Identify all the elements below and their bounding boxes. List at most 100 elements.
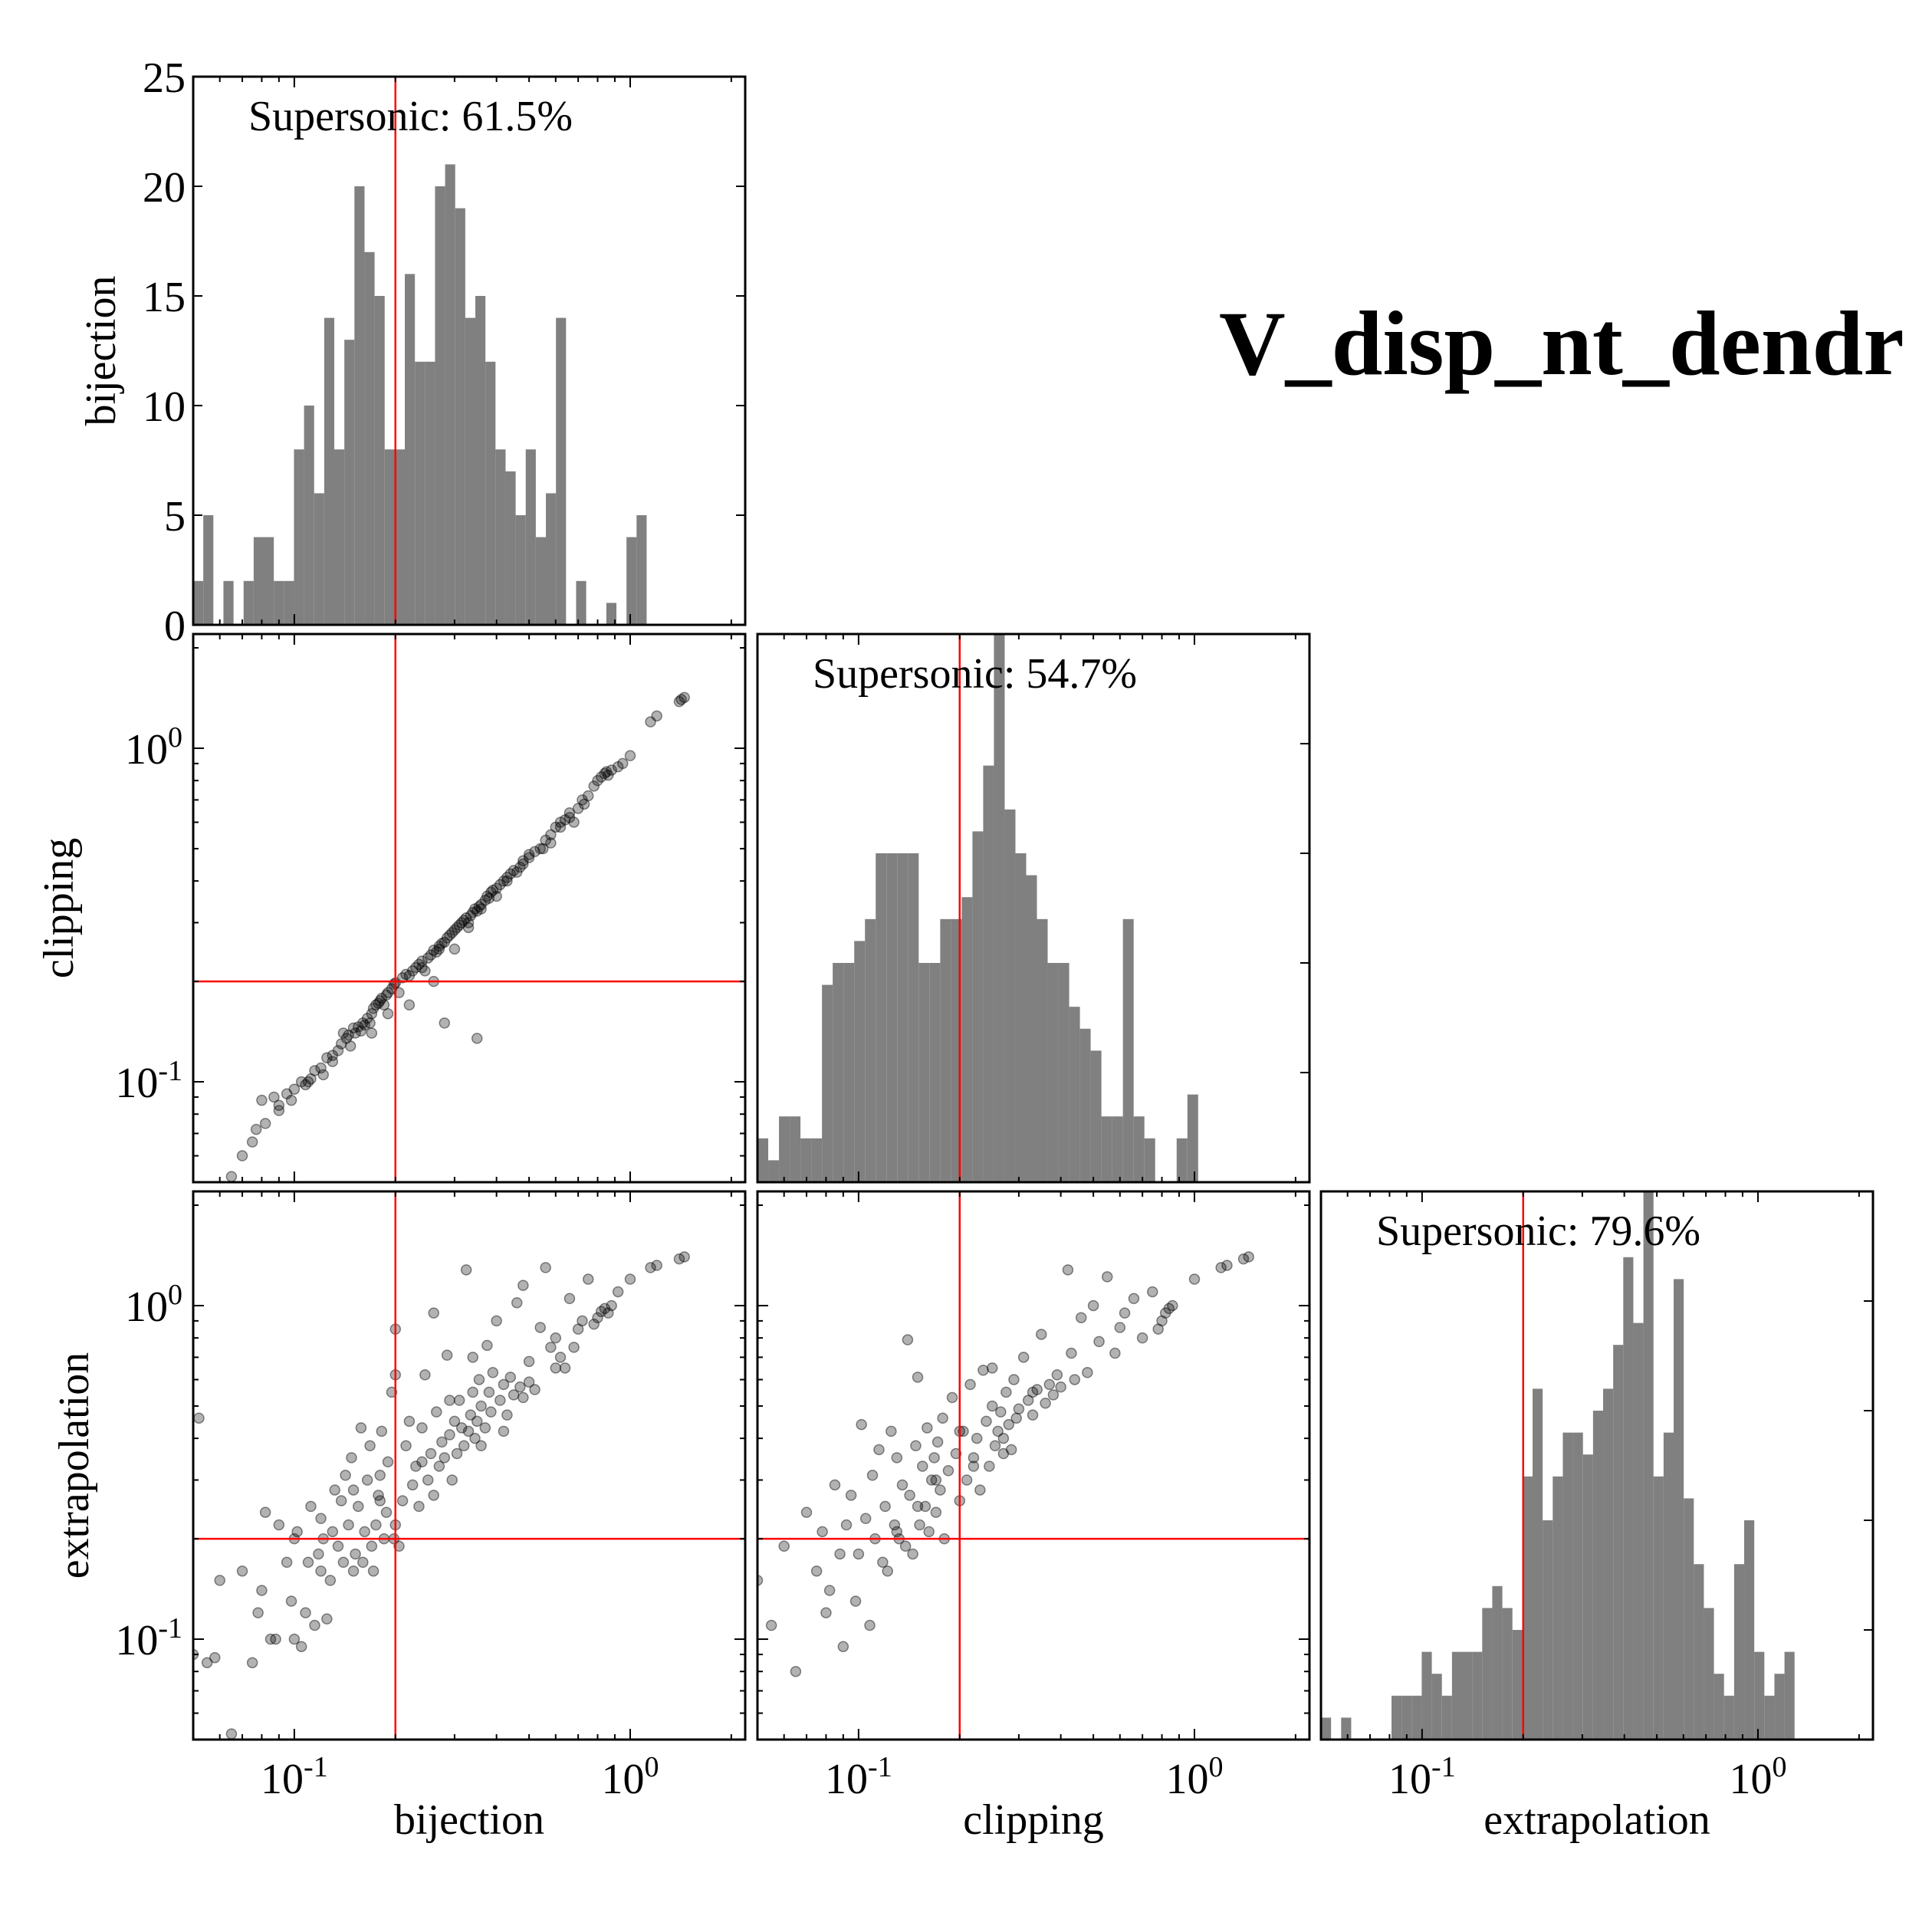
histogram-bar <box>1112 1116 1123 1182</box>
scatter-point <box>914 1519 925 1531</box>
scatter-point <box>475 1440 487 1452</box>
scatter-point <box>446 1474 458 1486</box>
scatter-point <box>930 1474 942 1486</box>
scatter-point <box>1003 1418 1015 1431</box>
scatter-point <box>201 1657 213 1668</box>
scatter-point <box>380 1506 393 1518</box>
scatter-point <box>1031 1384 1043 1395</box>
scatter-point <box>866 1470 879 1481</box>
histogram-bar <box>790 1116 801 1182</box>
scatter-point <box>910 1440 922 1452</box>
scatter-point <box>572 803 584 814</box>
scatter-point <box>1013 1403 1025 1415</box>
y-axis-label-clipping: clipping <box>35 838 83 979</box>
scatter-point <box>370 1519 382 1531</box>
scatter-point <box>958 1425 969 1438</box>
scatter-point <box>382 1456 394 1468</box>
histogram-bar <box>1133 1116 1145 1182</box>
scatter-point <box>501 1409 513 1421</box>
scatter-point <box>465 909 477 922</box>
scatter-point <box>264 1633 277 1645</box>
scatter-point <box>458 915 470 926</box>
scatter-point <box>810 1565 823 1577</box>
scatter-point <box>373 997 384 1009</box>
histogram-bar <box>1058 963 1070 1182</box>
scatter-point <box>1043 1378 1056 1391</box>
axes-frame <box>756 632 1311 1184</box>
scatter-point <box>315 1513 327 1524</box>
x-axis-label-bijection: bijection <box>394 1796 544 1844</box>
scatter-point <box>986 1400 998 1412</box>
scatter-point <box>444 929 455 941</box>
scatter-point <box>428 945 439 956</box>
histogram-bar <box>435 186 445 625</box>
scatter-point <box>431 946 442 958</box>
scatter-point <box>315 1062 327 1074</box>
scatter-point <box>327 1526 339 1538</box>
histogram-bar <box>515 515 526 625</box>
scatter-point <box>840 1519 853 1531</box>
axes-frame <box>1319 1190 1875 1741</box>
histogram-bar <box>1187 1094 1198 1182</box>
scatter-point <box>273 1099 285 1111</box>
scatter-point <box>765 1619 777 1631</box>
scatter-point <box>1017 1352 1030 1363</box>
histogram-bar <box>576 580 586 625</box>
scatter-points <box>193 1251 690 1740</box>
scatter-point <box>800 1506 813 1518</box>
y-tick-label: 0 <box>164 603 186 650</box>
scatter-point <box>491 882 502 895</box>
histogram-bar <box>1441 1695 1452 1740</box>
histogram-bar <box>606 603 617 625</box>
scatter-point <box>588 1318 600 1330</box>
scatter-point <box>428 1490 439 1501</box>
histogram-bar <box>495 449 506 625</box>
scatter-point <box>907 1548 918 1560</box>
scatter-point <box>925 1474 938 1486</box>
y-tick-label: 10 <box>143 383 186 431</box>
scatter-point <box>495 879 506 891</box>
histogram-bar <box>1026 875 1037 1182</box>
scatter-point <box>386 983 398 995</box>
histogram-bar <box>284 580 294 625</box>
clipping-histogram-panel: Supersonic: 54.7% <box>756 632 1311 1184</box>
scatter-point <box>473 1374 485 1385</box>
scatter-point <box>616 757 629 770</box>
scatter-point <box>823 1585 836 1596</box>
histogram-bar <box>354 186 365 625</box>
scatter-point <box>344 1040 356 1052</box>
scatter-point <box>606 1300 617 1312</box>
scatter-point <box>504 868 517 880</box>
scatter-point <box>436 1436 448 1448</box>
scatter-point <box>350 1548 361 1560</box>
scatter-point <box>343 1029 354 1041</box>
scatter-point <box>343 1519 354 1531</box>
histogram-bar <box>455 208 465 626</box>
scatter-point <box>302 1076 314 1088</box>
histogram-bar <box>636 515 647 625</box>
scatter-point <box>1163 1303 1175 1315</box>
scatter-point <box>950 1447 962 1460</box>
histogram-bar <box>1784 1651 1795 1740</box>
scatter-point <box>1008 1374 1020 1385</box>
histogram-bar <box>465 317 476 625</box>
scatter-point <box>678 1251 690 1263</box>
scatter-point <box>1101 1271 1113 1283</box>
scatter-point <box>439 936 451 948</box>
scatter-point <box>1136 1332 1148 1344</box>
scatter-point <box>259 1506 271 1518</box>
histogram-bar <box>833 963 844 1182</box>
scatter-point <box>403 999 416 1011</box>
scatter-point <box>820 1607 832 1618</box>
scatter-point <box>1093 1336 1105 1348</box>
histogram-bar <box>193 580 204 625</box>
scatter-point <box>332 1540 344 1552</box>
scatter-point <box>568 1342 580 1353</box>
histogram-bar <box>757 1138 769 1182</box>
scatter-point <box>564 807 576 819</box>
scatter-point <box>441 932 453 944</box>
scatter-point <box>324 1575 337 1586</box>
scatter-point <box>864 1619 876 1631</box>
scatter-point <box>508 1389 520 1401</box>
scatter-point <box>473 901 485 912</box>
